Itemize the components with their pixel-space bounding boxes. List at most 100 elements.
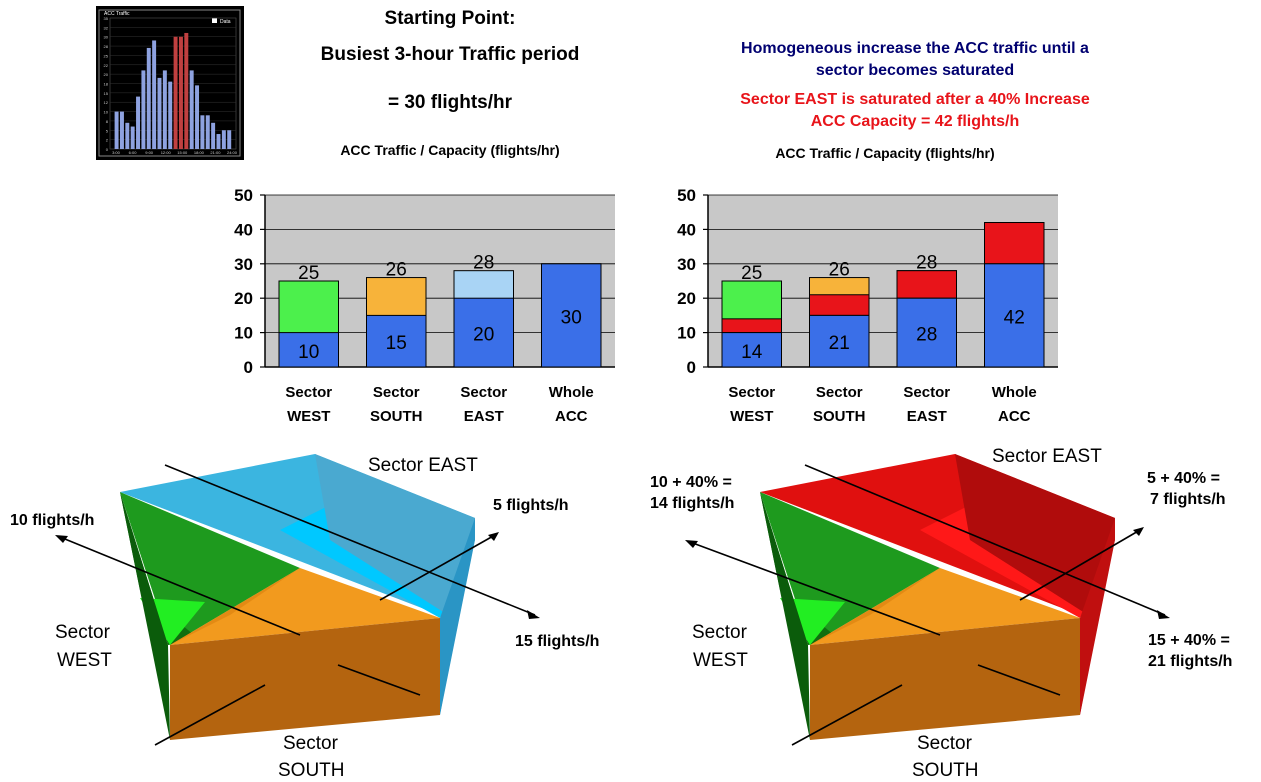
capacity-label-0: 25 <box>741 263 762 284</box>
ytick-label-20: 20 <box>677 289 696 308</box>
category-label-2-0: Sector <box>903 384 950 401</box>
left-bar-chart: 0 10 20 30 40 50 10 25 Sector WEST 15 26 Sector SOUTH… <box>234 186 615 425</box>
thumb-bar-12 <box>178 36 183 149</box>
ytick-label-10: 10 <box>677 324 696 343</box>
ytick-label-30: 30 <box>677 255 696 274</box>
ytick-label-0: 0 <box>687 358 696 377</box>
category-label-0-1: WEST <box>287 408 330 425</box>
traffic-bar-2 <box>453 297 514 368</box>
increase-bar-0 <box>721 318 782 334</box>
right-label-flow-15-b: 21 flights/h <box>1148 653 1233 670</box>
thumb-bar-9 <box>162 70 167 149</box>
right-label-sector-east: Sector EAST <box>992 446 1102 467</box>
thumbnail-legend-swatch <box>212 18 217 23</box>
thumbnail-legend-label: Data <box>220 19 231 25</box>
thumbnail-chart-svg: ACC Traffic Data 35323028252220181512108… <box>98 9 241 157</box>
left-title-line2: Busiest 3-hour Traffic period <box>320 44 580 65</box>
thumb-ytick-1: 32 <box>104 25 109 30</box>
category-label-0-0: Sector <box>728 384 775 401</box>
thumb-bar-6 <box>146 47 151 149</box>
left-south-front <box>170 618 440 740</box>
traffic-label-2: 20 <box>473 325 494 346</box>
category-label-1-1: SOUTH <box>813 408 866 425</box>
thumb-ytick-3: 28 <box>104 44 109 49</box>
capacity-label-2: 28 <box>473 253 494 274</box>
increase-bar-2 <box>896 270 957 299</box>
thumb-xtick-3: 12:00 <box>161 150 172 155</box>
right-east-wall <box>955 454 1115 715</box>
category-label-3-1: ACC <box>998 408 1031 425</box>
thumb-ytick-5: 22 <box>104 63 109 68</box>
thumb-ytick-9: 12 <box>104 100 109 105</box>
right-line4: ACC Capacity = 42 flights/h <box>810 113 1020 130</box>
category-label-3-1: ACC <box>555 408 588 425</box>
thumb-bar-5 <box>141 70 146 149</box>
traffic-bar-1 <box>366 314 427 368</box>
thumb-bar-10 <box>168 81 173 149</box>
thumb-ytick-12: 5 <box>106 128 109 133</box>
right-flow-west-line <box>689 541 941 636</box>
right-flow-ne-arrowhead <box>1133 527 1144 536</box>
traffic-label-3: 42 <box>1004 307 1025 328</box>
left-title-line1: Starting Point: <box>384 8 516 29</box>
capacity-label-2: 28 <box>916 253 937 274</box>
left-label-flow-5: 5 flights/h <box>493 497 569 514</box>
thumb-bar-11 <box>173 36 178 149</box>
right-label-flow-10-b: 14 flights/h <box>650 495 735 512</box>
thumb-ytick-8: 15 <box>104 91 109 96</box>
thumb-bar-19 <box>216 134 221 149</box>
traffic-label-0: 10 <box>298 342 319 363</box>
category-label-3-0: Whole <box>549 384 594 401</box>
thumb-ytick-6: 20 <box>104 72 109 77</box>
ytick-label-40: 40 <box>234 220 253 239</box>
right-flow-sw-line <box>791 684 903 746</box>
category-label-1-1: SOUTH <box>370 408 423 425</box>
traffic-label-1: 15 <box>386 333 407 354</box>
left-south-top <box>170 568 440 645</box>
capacity-label-1: 26 <box>829 260 850 281</box>
category-label-0-1: WEST <box>730 408 773 425</box>
left-label-west-2: WEST <box>57 650 112 671</box>
thumb-ytick-14: 0 <box>106 147 109 152</box>
traffic-label-1: 21 <box>829 333 850 354</box>
capacity-label-1: 26 <box>386 260 407 281</box>
ytick-label-50: 50 <box>234 186 253 205</box>
ytick-label-40: 40 <box>677 220 696 239</box>
thumb-xtick-1: 6:00 <box>129 150 138 155</box>
left-flow-ne-arrowhead <box>488 532 499 541</box>
ytick-label-50: 50 <box>677 186 696 205</box>
thumb-bar-17 <box>205 115 210 149</box>
right-label-flow-15-a: 15 + 40% = <box>1148 632 1230 649</box>
thumb-ytick-13: 2 <box>106 138 109 143</box>
thumb-bar-18 <box>211 122 216 149</box>
right-flow-se-line <box>977 664 1061 696</box>
thumb-bar-4 <box>136 96 141 149</box>
thumb-bar-2 <box>125 122 130 149</box>
thumb-xtick-2: 9:00 <box>145 150 154 155</box>
traffic-label-2: 28 <box>916 325 937 346</box>
right-south-top-dark <box>810 568 940 645</box>
category-label-1-0: Sector <box>816 384 863 401</box>
thumb-xtick-6: 21:00 <box>210 150 221 155</box>
right-label-west-1: Sector <box>692 622 747 643</box>
thumb-bar-7 <box>152 40 157 150</box>
ytick-label-30: 30 <box>234 255 253 274</box>
category-label-2-1: EAST <box>907 408 947 425</box>
left-label-flow-15: 15 flights/h <box>515 633 600 650</box>
traffic-label-0: 14 <box>741 342 763 363</box>
right-south-top <box>810 568 1080 645</box>
category-label-0-0: Sector <box>285 384 332 401</box>
traffic-bar-0 <box>278 332 339 368</box>
thumb-ytick-11: 8 <box>106 119 109 124</box>
thumb-xtick-4: 15:00 <box>177 150 188 155</box>
right-chart-caption: ACC Traffic / Capacity (flights/hr) <box>775 145 995 161</box>
category-label-3-0: Whole <box>992 384 1037 401</box>
right-flow-west-arrowhead <box>685 540 698 548</box>
category-label-1-0: Sector <box>373 384 420 401</box>
thumb-ytick-4: 25 <box>104 53 109 58</box>
right-label-flow-10-a: 10 + 40% = <box>650 474 732 491</box>
thumb-xtick-0: 3:00 <box>112 150 121 155</box>
left-chart-caption: ACC Traffic / Capacity (flights/hr) <box>340 142 560 158</box>
thumb-bar-14 <box>189 70 194 149</box>
traffic-bar-3 <box>984 263 1045 368</box>
